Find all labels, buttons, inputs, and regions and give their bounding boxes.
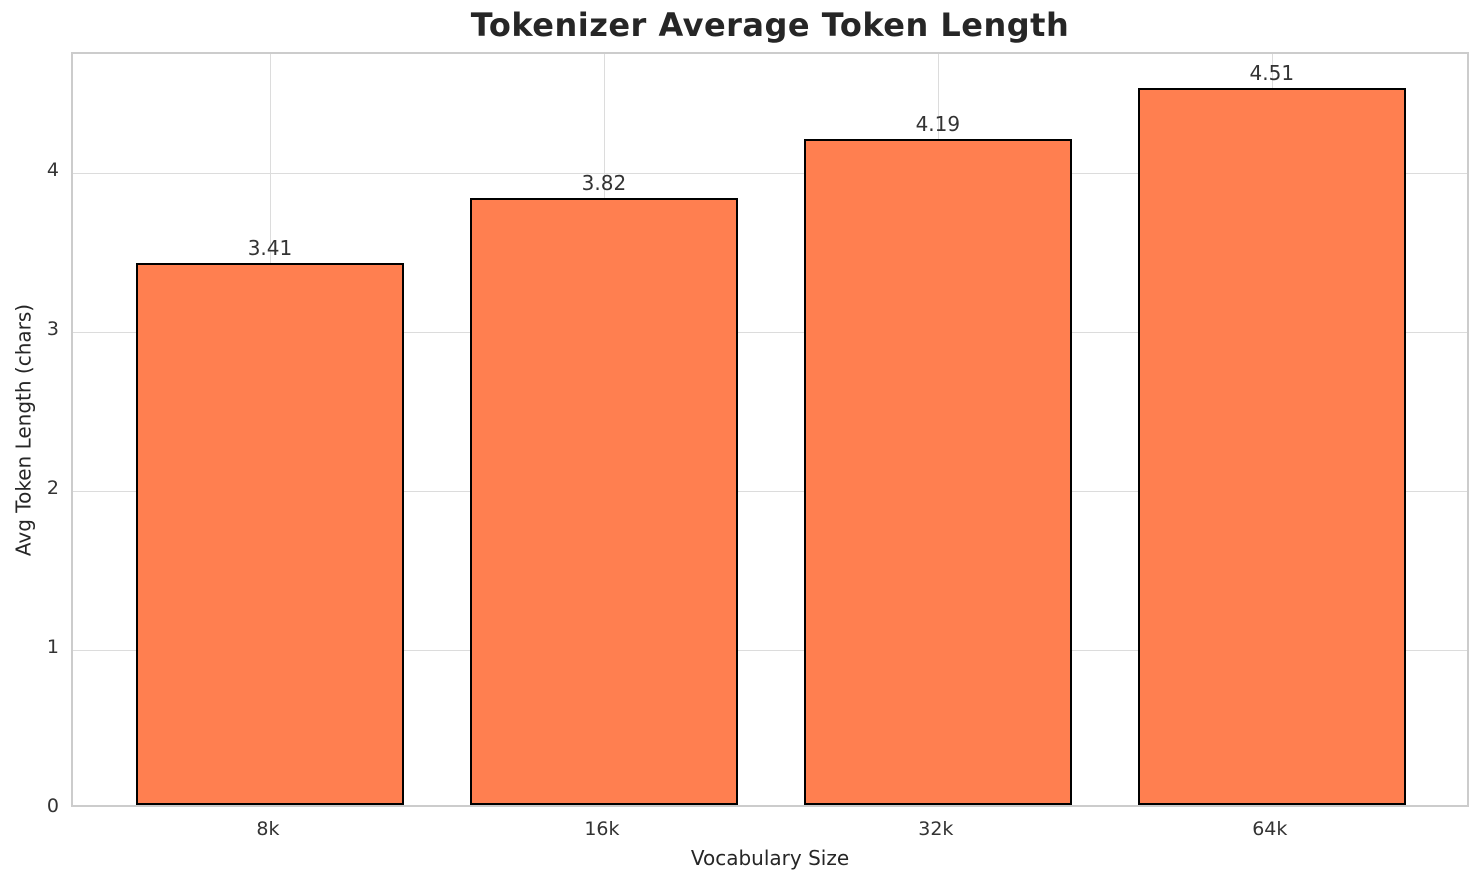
- y-tick-label: 2: [46, 477, 59, 500]
- bar-value-label: 4.51: [1249, 61, 1295, 86]
- x-tick-label: 8k: [256, 818, 280, 840]
- plot-area: 3.41 3.82 4.19 4.51: [71, 52, 1469, 807]
- y-tick-label: 4: [46, 159, 59, 182]
- x-tick-label: 16k: [584, 818, 620, 840]
- bar-64k: [1137, 88, 1406, 805]
- y-tick-label: 0: [46, 795, 59, 817]
- bar-value-label: 3.82: [581, 170, 627, 195]
- chart-title: Tokenizer Average Token Length: [470, 6, 1070, 44]
- bar-value-label: 4.19: [915, 112, 961, 137]
- bar-16k: [469, 197, 738, 805]
- y-gridline: [73, 173, 1467, 175]
- x-axis-label: Vocabulary Size: [690, 846, 850, 870]
- y-gridline: [73, 332, 1467, 334]
- y-gridline: [73, 491, 1467, 493]
- bar-value-label: 3.41: [247, 236, 293, 260]
- y-tick-label: 1: [46, 636, 59, 659]
- x-tick-label: 64k: [1252, 818, 1288, 840]
- bar-32k: [803, 139, 1072, 805]
- y-tick-label: 3: [46, 318, 59, 341]
- x-tick-label: 32k: [918, 818, 954, 840]
- y-gridline: [73, 650, 1467, 652]
- bar-8k: [135, 263, 404, 805]
